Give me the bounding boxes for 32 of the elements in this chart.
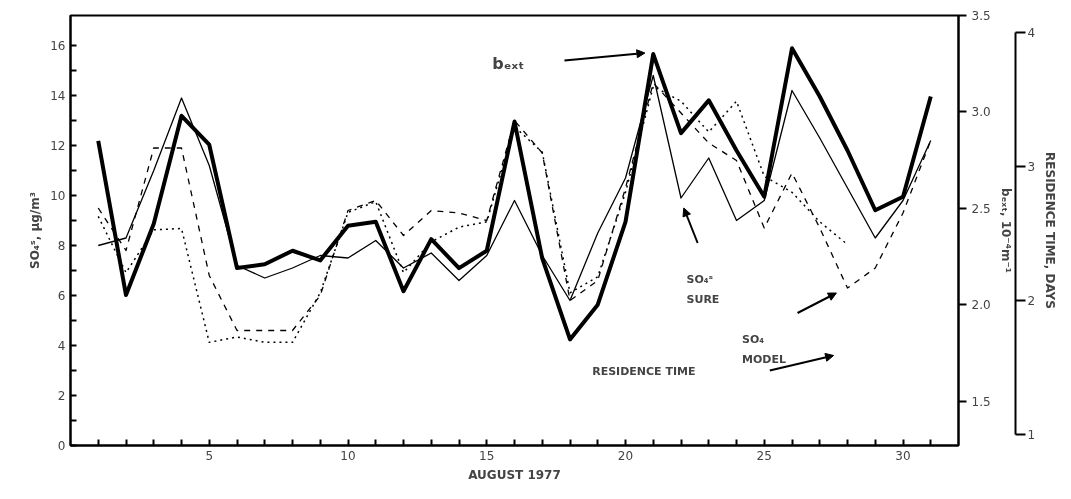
x-tick-label: 30 [895, 448, 911, 463]
annotation: SO₄ MODEL [742, 332, 786, 366]
x-tick-label: 5 [205, 448, 214, 463]
y-axis-title: SO₄ˢ, μg/m³ [28, 192, 43, 269]
y2-tick-label: 2.0 [971, 298, 991, 313]
x-axis-title: AUGUST 1977 [468, 467, 561, 482]
annotation: SO₄ˢ SURE [686, 272, 720, 306]
y3-axis-title: RESIDENCE TIME, DAYS [1043, 152, 1058, 309]
y-tick-label: 6 [57, 289, 66, 303]
annotation: bₑₓₜ [492, 54, 525, 73]
y-tick-label: 12 [50, 139, 66, 153]
x-tick-label: 15 [479, 448, 495, 463]
x-tick-label: 20 [617, 448, 634, 463]
y2-tick-label: 1.5 [971, 394, 991, 409]
y-tick-label: 2 [57, 389, 66, 403]
y-tick-label: 8 [57, 239, 66, 253]
y3-tick-label: 3 [1027, 160, 1036, 175]
y3-tick-label: 2 [1027, 294, 1036, 309]
x-tick-label: 10 [340, 448, 356, 463]
y-tick-label: 14 [50, 89, 66, 103]
y-tick-label: 16 [50, 39, 66, 53]
y2-axis-title: bₑₓₜ, 10⁻⁴m⁻¹ [998, 187, 1013, 274]
y2-tick-label: 2.5 [971, 201, 991, 216]
x-tick-label: 25 [756, 448, 772, 463]
y-tick-label: 0 [57, 439, 66, 453]
y3-tick-label: 4 [1027, 26, 1036, 41]
y2-tick-label: 3.0 [971, 105, 991, 120]
y2-tick-label: 3.5 [971, 9, 991, 23]
annotation: RESIDENCE TIME [592, 365, 696, 378]
y-tick-label: 4 [57, 339, 66, 353]
y-tick-label: 10 [50, 189, 66, 203]
y3-tick-label: 1 [1027, 428, 1036, 443]
